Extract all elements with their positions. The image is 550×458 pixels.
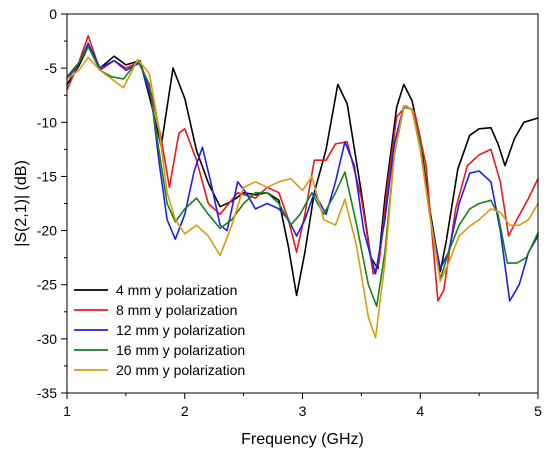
y-tick-label: -5	[45, 60, 58, 76]
legend-label-5: 20 mm y polarization	[116, 362, 245, 378]
legend-label-4: 16 mm y polarization	[116, 342, 245, 358]
series-line-3	[66, 42, 539, 302]
y-tick-label: -25	[37, 277, 57, 293]
x-tick-label: 3	[299, 403, 307, 419]
y-tick-label: -35	[37, 385, 57, 401]
y-axis-title: |S(2,1)| (dB)	[13, 160, 30, 247]
axis-ticks: 1 2 3 4 5 0 -5 -10 -15 -20 -25 -30 -35	[37, 6, 542, 419]
legend: 4 mm y polarization 8 mm y polarization 12…	[74, 282, 245, 378]
y-tick-label: -20	[37, 223, 57, 239]
x-tick-label: 4	[416, 403, 424, 419]
y-tick-label: -10	[37, 114, 57, 130]
y-tick-label: 0	[49, 6, 57, 22]
series-line-1	[66, 45, 539, 297]
legend-label-1: 4 mm y polarization	[116, 282, 237, 298]
y-tick-label: -30	[37, 331, 57, 347]
x-tick-label: 2	[181, 403, 189, 419]
x-tick-label: 5	[534, 403, 542, 419]
legend-label-2: 8 mm y polarization	[116, 302, 237, 318]
x-axis-title: Frequency (GHz)	[241, 431, 364, 448]
legend-label-3: 12 mm y polarization	[116, 322, 245, 338]
series-line-4	[66, 45, 539, 308]
x-tick-label: 1	[63, 403, 71, 419]
y-tick-label: -15	[37, 168, 57, 184]
series-line-5	[66, 56, 539, 339]
plot-lines	[66, 34, 539, 339]
